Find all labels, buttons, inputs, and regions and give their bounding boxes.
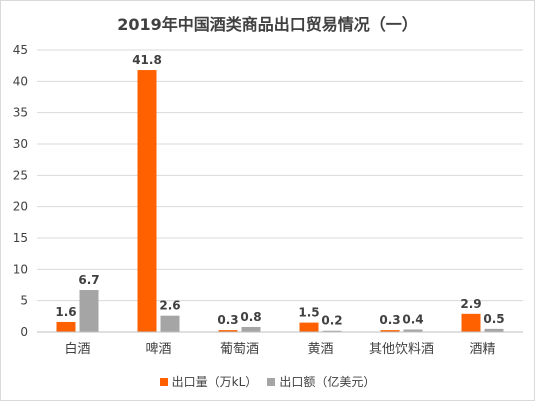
data-label: 41.8 (132, 53, 162, 67)
bar-export-value (403, 329, 423, 332)
bar-export-volume (137, 70, 157, 332)
bar-export-volume (299, 322, 319, 332)
bar-export-value (79, 290, 99, 332)
bar-export-value (160, 315, 180, 332)
data-label: 1.5 (298, 306, 319, 320)
data-label: 0.3 (217, 313, 238, 327)
y-tick-label: 30 (13, 137, 28, 151)
x-category-label: 葡萄酒 (220, 342, 259, 357)
x-category-label: 啤酒 (145, 342, 171, 357)
bar-export-value (484, 328, 504, 332)
bar-export-value (322, 330, 342, 332)
bar-export-volume (218, 330, 238, 332)
x-category-label: 黄酒 (307, 342, 333, 357)
data-label: 2.9 (460, 297, 481, 311)
legend-swatch-export-volume (159, 377, 168, 386)
y-tick-label: 0 (20, 325, 28, 339)
data-label: 2.6 (159, 299, 180, 313)
data-label: 0.5 (483, 312, 504, 326)
data-label: 0.8 (240, 310, 261, 324)
data-label: 6.7 (78, 273, 99, 287)
data-label: 0.2 (321, 314, 342, 328)
y-tick-label: 20 (13, 200, 28, 214)
y-tick-label: 15 (13, 231, 28, 245)
legend-label-export-value: 出口额（亿美元） (279, 375, 376, 389)
chart-legend: 出口量（万kL） 出口额（亿美元） (1, 373, 534, 390)
y-tick-label: 5 (20, 294, 28, 308)
bar-export-volume (56, 321, 76, 332)
legend-item-export-value: 出口额（亿美元） (267, 373, 375, 390)
legend-label-export-volume: 出口量（万kL） (171, 375, 258, 389)
data-label: 0.4 (402, 312, 423, 326)
chart-title: 2019年中国酒类商品出口贸易情况（一） (117, 15, 418, 34)
y-tick-label: 40 (13, 74, 28, 88)
bar-export-value (241, 326, 261, 332)
x-category-label: 酒精 (469, 342, 495, 357)
y-tick-label: 25 (13, 168, 28, 182)
legend-item-export-volume: 出口量（万kL） (159, 373, 258, 390)
bar-export-volume (461, 313, 481, 332)
y-tick-label: 45 (13, 43, 28, 57)
legend-swatch-export-value (267, 377, 276, 386)
data-label: 0.3 (379, 313, 400, 327)
x-category-label: 白酒 (64, 341, 90, 357)
data-label: 1.6 (55, 305, 76, 319)
y-tick-label: 10 (13, 262, 28, 276)
y-tick-label: 35 (13, 106, 28, 120)
x-category-label: 其他饮料酒 (369, 342, 434, 357)
bar-export-volume (380, 330, 400, 332)
